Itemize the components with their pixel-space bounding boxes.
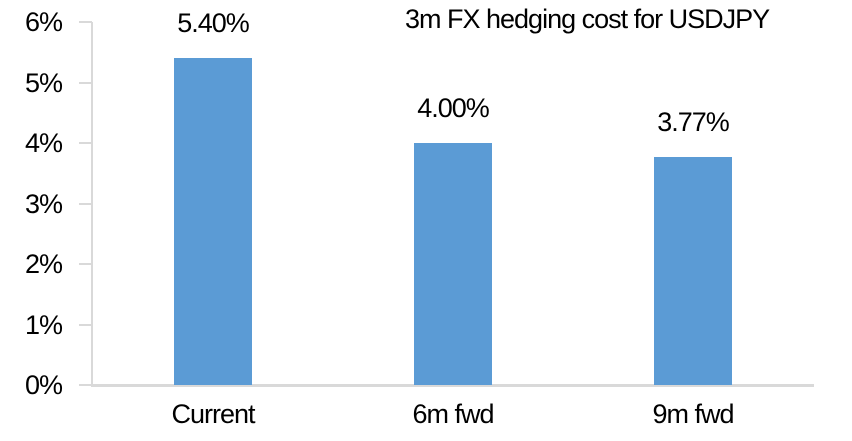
y-axis-tick-label: 4%: [24, 128, 63, 158]
bar-current: [174, 58, 252, 385]
x-axis-category-label-6m-fwd: 6m fwd: [412, 399, 494, 429]
y-axis-tick-label: 3%: [24, 189, 63, 219]
y-axis-tick-label: 0%: [24, 370, 63, 400]
y-axis-tick: [79, 324, 92, 326]
bar-9m-fwd: [654, 157, 732, 385]
x-axis-category-label-9m-fwd: 9m fwd: [652, 399, 734, 429]
y-axis-tick-label: 1%: [24, 310, 63, 340]
x-axis-category-label-current: Current: [171, 399, 255, 429]
x-axis-line: [91, 384, 814, 387]
bar-value-label-6m-fwd: 4.00%: [417, 93, 490, 123]
y-axis-tick: [79, 263, 92, 265]
bar-6m-fwd: [414, 143, 492, 385]
y-axis-tick-label: 6%: [24, 7, 63, 37]
y-axis-tick: [79, 21, 92, 23]
bar-value-label-current: 5.40%: [177, 8, 250, 38]
chart-title: 3m FX hedging cost for USDJPY: [405, 4, 770, 34]
y-axis-tick-label: 2%: [24, 249, 63, 279]
y-axis-line: [91, 22, 93, 386]
y-axis-tick: [79, 142, 92, 144]
y-axis-tick: [79, 82, 92, 84]
bar-value-label-9m-fwd: 3.77%: [657, 107, 730, 137]
y-axis-tick: [79, 203, 92, 205]
y-axis-tick: [79, 384, 92, 386]
y-axis-tick-label: 5%: [24, 68, 63, 98]
